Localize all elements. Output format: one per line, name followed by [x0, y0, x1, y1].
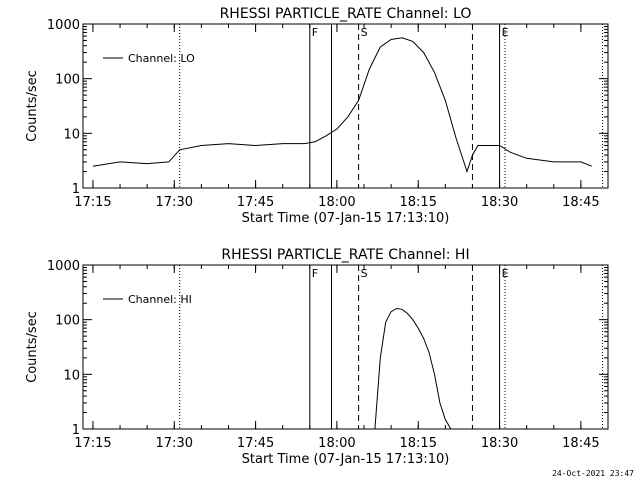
x-tick-label: 18:00 — [318, 195, 355, 210]
chart-panel-1: RHESSI PARTICLE_RATE Channel: LO 1 10 100 10… — [25, 6, 609, 226]
marker-label: S — [361, 26, 368, 39]
x-tick-label: 18:15 — [400, 195, 437, 210]
legend-label: Channel: LO — [128, 52, 195, 65]
legend-label: Channel: HI — [128, 293, 192, 306]
marker-label: E — [502, 26, 509, 39]
x-tick-label: 18:30 — [481, 195, 518, 210]
x-axis-label: Start Time (07-Jan-15 17:13:10) — [242, 211, 450, 226]
y-tick-label: 10 — [63, 127, 80, 142]
series-line — [374, 307, 452, 430]
x-tick-label: 17:15 — [74, 436, 111, 451]
x-tick-label: 18:45 — [562, 436, 599, 451]
marker-label: E — [502, 267, 509, 280]
marker-label: S — [361, 267, 368, 280]
x-axis-label: Start Time (07-Jan-15 17:13:10) — [242, 452, 450, 467]
y-tick-label: 1 — [72, 182, 80, 197]
x-tick-label: 17:45 — [237, 195, 274, 210]
y-axis-label: Counts/sec — [25, 70, 40, 142]
chart-title: RHESSI PARTICLE_RATE Channel: LO — [220, 6, 472, 22]
x-tick-label: 18:45 — [562, 195, 599, 210]
x-tick-label: 17:15 — [74, 195, 111, 210]
x-tick-label: 18:15 — [400, 436, 437, 451]
chart-panel-2: RHESSI PARTICLE_RATE Channel: HI 1 10 100 10… — [25, 247, 609, 467]
y-axis-label: Counts/sec — [25, 311, 40, 383]
x-tick-label: 17:30 — [156, 436, 193, 451]
x-tick-label: 17:30 — [156, 195, 193, 210]
plot-frame — [82, 264, 609, 430]
series-line — [92, 37, 592, 174]
y-tick-label: 1000 — [47, 18, 80, 33]
x-tick-label: 18:30 — [481, 436, 518, 451]
plot-frame — [82, 23, 609, 189]
marker-label: F — [312, 26, 318, 39]
y-tick-label: 1000 — [47, 259, 80, 274]
y-tick-label: 100 — [55, 314, 80, 329]
y-tick-label: 10 — [63, 368, 80, 383]
footer-timestamp: 24-Oct-2021 23:47 — [552, 469, 634, 478]
x-tick-label: 18:00 — [318, 436, 355, 451]
chart-title: RHESSI PARTICLE_RATE Channel: HI — [221, 247, 469, 263]
marker-label: F — [312, 267, 318, 280]
y-tick-label: 1 — [72, 423, 80, 438]
x-tick-label: 17:45 — [237, 436, 274, 451]
y-tick-label: 100 — [55, 73, 80, 88]
